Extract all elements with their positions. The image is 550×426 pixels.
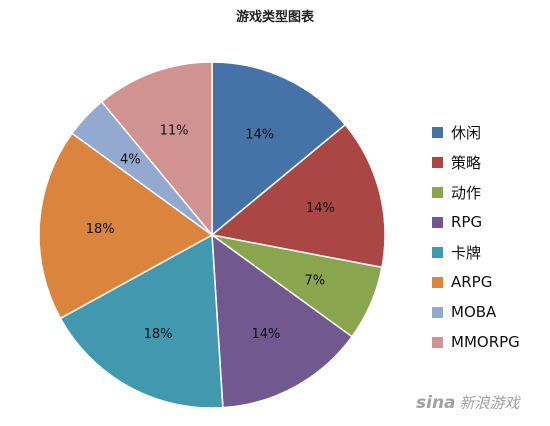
slice-data-label: 18% xyxy=(144,327,173,342)
legend-item: ARPG xyxy=(432,267,547,297)
pie-slice xyxy=(100,61,213,238)
legend-item: RPG xyxy=(432,207,547,237)
pie-slice xyxy=(38,132,214,320)
legend-swatch xyxy=(432,306,443,318)
slice-data-label: 11% xyxy=(160,124,189,139)
legend-label: MMORPG xyxy=(451,333,520,351)
legend-item: MOBA xyxy=(432,297,547,327)
slice-data-label: 14% xyxy=(252,327,281,342)
sina-logo: sina xyxy=(416,392,456,413)
legend-label: 动作 xyxy=(451,183,482,202)
legend-swatch xyxy=(432,186,443,198)
legend-swatch xyxy=(432,156,443,168)
legend-item: 动作 xyxy=(432,177,547,207)
slice-data-label: 7% xyxy=(304,273,325,288)
slice-data-label: 18% xyxy=(86,222,115,237)
legend-label: ARPG xyxy=(451,273,493,291)
pie-slice xyxy=(211,233,354,409)
pie-slice xyxy=(210,123,386,269)
legend-item: 策略 xyxy=(432,147,547,177)
chart-legend: 休闲策略动作 RPG 卡牌 ARPG MOBA MMORPG xyxy=(432,117,547,357)
pie-slice xyxy=(211,61,347,237)
legend-item: MMORPG xyxy=(432,327,547,357)
legend-swatch xyxy=(432,126,443,138)
legend-label: MOBA xyxy=(451,303,497,321)
legend-swatch xyxy=(432,336,443,348)
sina-watermark: sina 新浪游戏 xyxy=(416,392,520,413)
pie-slice xyxy=(59,233,224,409)
legend-label: 休闲 xyxy=(451,123,482,142)
legend-item: 卡牌 xyxy=(432,237,547,267)
chart-title: 游戏类型图表 xyxy=(235,10,314,25)
legend-label: RPG xyxy=(451,213,483,231)
legend-swatch xyxy=(432,246,443,258)
legend-swatch xyxy=(432,276,443,288)
legend-label: 策略 xyxy=(451,153,482,172)
legend-item: 休闲 xyxy=(432,117,547,147)
slice-data-label: 4% xyxy=(120,152,141,167)
watermark-text: 新浪游戏 xyxy=(459,394,520,412)
slice-data-label: 14% xyxy=(306,201,335,216)
legend-swatch xyxy=(432,216,443,228)
legend-label: 卡牌 xyxy=(451,243,482,262)
slice-data-label: 14% xyxy=(245,128,274,143)
